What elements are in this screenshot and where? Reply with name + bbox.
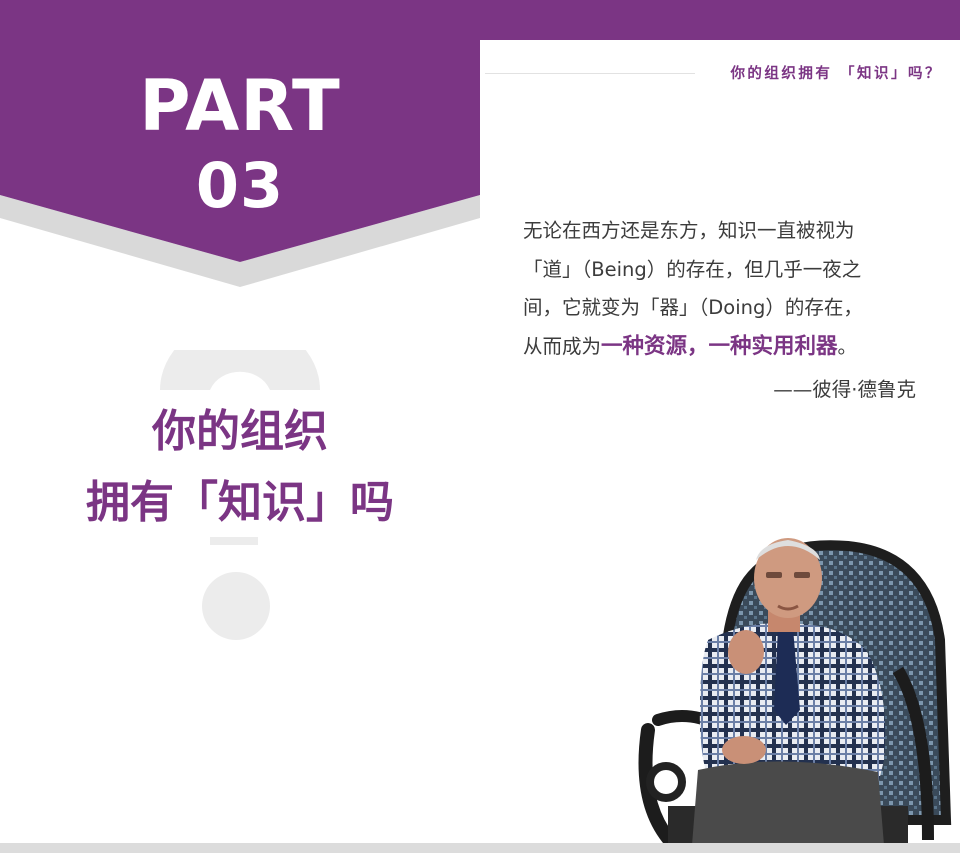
quote-line: 从而成为一种资源，一种实用利器。 <box>523 328 923 367</box>
part-word: PART <box>139 65 341 147</box>
part-number: 03 <box>195 149 285 222</box>
main-title-line-2: 拥有「知识」吗 <box>86 477 394 528</box>
header-title: 你的组织拥有 「知识」吗？ <box>730 66 942 82</box>
quote-line: 无论在西方还是东方，知识一直被视为 <box>523 219 855 242</box>
quote-prefix: 从而成为 <box>523 334 602 358</box>
header-rule <box>485 73 695 74</box>
bottom-bar <box>0 843 960 853</box>
quote-highlight: 一种资源，一种实用利器 <box>601 333 838 359</box>
part-banner-shape <box>0 0 480 287</box>
quote-attribution: ——彼得·德鲁克 <box>773 378 916 401</box>
quote-line: 间，它就变为「器」（Doing）的存在， <box>523 296 863 319</box>
quote-suffix: 。 <box>837 334 858 358</box>
part-banner <box>0 0 480 290</box>
main-title-line-1: 你的组织 <box>152 406 328 457</box>
question-mark-icon <box>160 350 320 640</box>
portrait-photo <box>638 538 952 845</box>
quote-block: 无论在西方还是东方，知识一直被视为 「道」（Being）的存在，但几乎一夜之 间… <box>523 212 923 366</box>
quote-line: 「道」（Being）的存在，但几乎一夜之 <box>523 257 862 281</box>
